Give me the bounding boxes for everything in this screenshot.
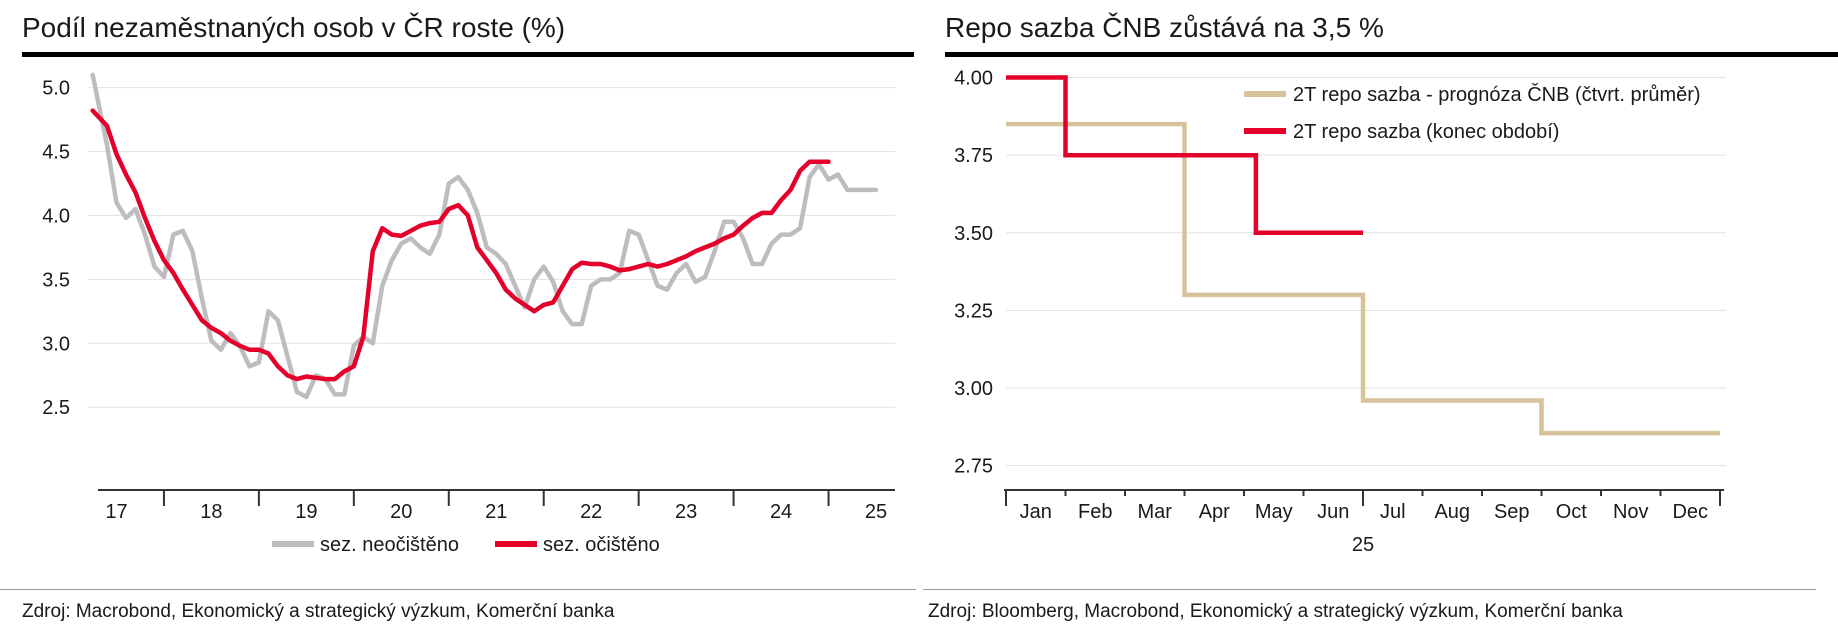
legend-label: sez. očištěno bbox=[543, 534, 660, 556]
x-tick-label: Sep bbox=[1494, 501, 1530, 523]
x-tick-label: Mar bbox=[1138, 501, 1173, 523]
series-line bbox=[90, 108, 831, 382]
source-note: Zdroj: Macrobond, Ekonomický a strategic… bbox=[22, 601, 615, 622]
x-tick-label: 19 bbox=[295, 501, 317, 523]
legend-label: sez. neočištěno bbox=[320, 534, 459, 556]
unemployment-chart-panel: Podíl nezaměstnaných osob v ČR roste (%)… bbox=[0, 0, 916, 639]
series-line bbox=[1006, 121, 1720, 436]
x-tick-label: Aug bbox=[1434, 501, 1470, 523]
y-tick-label: 5.0 bbox=[42, 78, 70, 100]
x-tick-label: Nov bbox=[1613, 501, 1649, 523]
y-tick-label: 2.75 bbox=[954, 456, 993, 478]
chart-title: Podíl nezaměstnaných osob v ČR roste (%) bbox=[22, 12, 566, 43]
x-tick-label: 23 bbox=[675, 501, 697, 523]
series-line bbox=[90, 72, 879, 400]
repo-rate-chart-panel: Repo sazba ČNB zůstává na 3,5 % 4.00 3.75… bbox=[923, 0, 1838, 639]
source-rule bbox=[0, 589, 916, 590]
x-tick-label: 22 bbox=[580, 501, 602, 523]
x-tick-label: 18 bbox=[200, 501, 222, 523]
y-tick-label: 2.5 bbox=[42, 397, 70, 419]
x-tick-label: Jul bbox=[1380, 501, 1406, 523]
y-tick-label: 3.75 bbox=[954, 145, 993, 167]
source-rule bbox=[923, 589, 1816, 590]
chart-title: Repo sazba ČNB zůstává na 3,5 % bbox=[945, 12, 1384, 43]
y-tick-label: 3.50 bbox=[954, 223, 993, 245]
legend-label: 2T repo sazba - prognóza ČNB (čtvrt. prů… bbox=[1293, 83, 1701, 106]
y-tick-label: 3.5 bbox=[42, 269, 70, 291]
x-tick-label: Dec bbox=[1672, 501, 1708, 523]
title-rule bbox=[22, 52, 914, 57]
title-rule bbox=[945, 52, 1838, 57]
x-tick-label: Feb bbox=[1078, 501, 1112, 523]
source-note: Zdroj: Bloomberg, Macrobond, Ekonomický … bbox=[928, 601, 1623, 622]
y-tick-label: 4.0 bbox=[42, 205, 70, 227]
x-axis-label: 25 bbox=[1352, 534, 1374, 556]
y-tick-label: 4.5 bbox=[42, 142, 70, 164]
legend-label: 2T repo sazba (konec období) bbox=[1293, 121, 1559, 143]
x-tick-label: Oct bbox=[1556, 501, 1588, 523]
repo-rate-chart: 4.00 3.75 3.50 3.25 3.00 2.75 Jan Feb Mar Apr May J… bbox=[954, 68, 1726, 556]
y-tick-label: 4.00 bbox=[954, 68, 993, 90]
y-tick-label: 3.25 bbox=[954, 300, 993, 322]
x-tick-label: 20 bbox=[390, 501, 412, 523]
x-tick-label: Jun bbox=[1317, 501, 1349, 523]
y-tick-label: 3.0 bbox=[42, 333, 70, 355]
x-tick-label: 24 bbox=[770, 501, 792, 523]
x-tick-label: Apr bbox=[1199, 501, 1230, 523]
x-tick-label: May bbox=[1255, 501, 1293, 523]
series-line bbox=[1006, 75, 1363, 236]
y-tick-label: 3.00 bbox=[954, 378, 993, 400]
x-tick-label: Jan bbox=[1020, 501, 1052, 523]
x-tick-label: 25 bbox=[865, 501, 887, 523]
unemployment-chart: 5.0 4.5 4.0 3.5 3.0 2.5 17 18 19 20 21 22 23 24 25 sez.… bbox=[42, 72, 895, 556]
x-tick-label: 21 bbox=[485, 501, 507, 523]
x-tick-label: 17 bbox=[105, 501, 127, 523]
